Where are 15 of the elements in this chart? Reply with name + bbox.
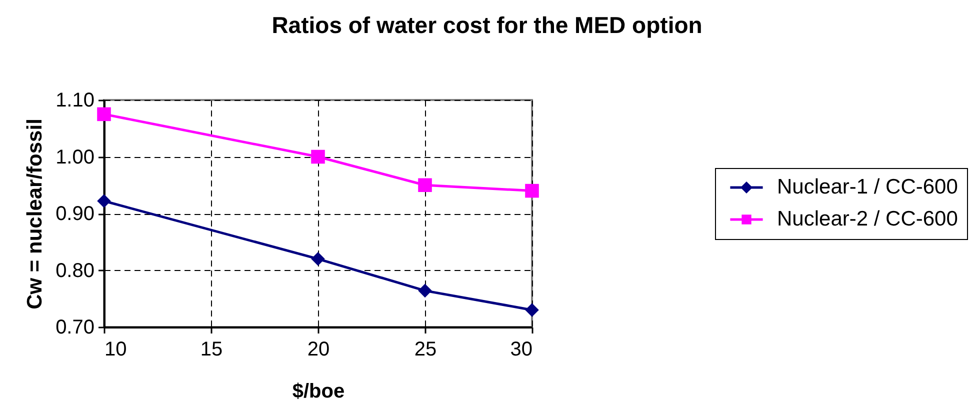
x-tick-label: 10 xyxy=(104,338,127,360)
y-tick-label: 1.00 xyxy=(56,146,94,168)
y-tick-label: 0.80 xyxy=(56,260,94,282)
y-tick-label: 0.70 xyxy=(56,316,94,338)
x-axis-title: $/boe xyxy=(292,380,345,402)
legend-label: Nuclear-2 / CC-600 xyxy=(777,208,958,230)
x-tick-label: 25 xyxy=(414,338,437,360)
legend-label: Nuclear-1 / CC-600 xyxy=(777,176,958,198)
y-tick-label: 1.10 xyxy=(56,90,94,112)
x-tick-label: 15 xyxy=(200,338,223,360)
y-tick-label: 0.90 xyxy=(56,203,94,225)
y-axis-title: Cw = nuclear/fossil xyxy=(24,118,47,310)
x-tick-label: 30 xyxy=(510,338,532,360)
x-tick-label: 20 xyxy=(307,338,330,360)
chart-title: Ratios of water cost for the MED option xyxy=(272,12,702,38)
